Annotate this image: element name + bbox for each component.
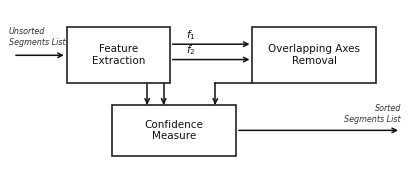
Text: Unsorted
Segments List: Unsorted Segments List — [9, 27, 65, 47]
Text: Overlapping Axes
Removal: Overlapping Axes Removal — [268, 45, 359, 66]
Text: Confidence
Measure: Confidence Measure — [144, 120, 203, 141]
Text: Sorted
Segments List: Sorted Segments List — [344, 104, 400, 123]
Text: Feature
Extraction: Feature Extraction — [91, 45, 145, 66]
Bar — [66, 27, 169, 83]
Bar — [252, 27, 375, 83]
Bar — [112, 105, 235, 156]
Text: $f_1$: $f_1$ — [185, 28, 195, 42]
Text: $f_2$: $f_2$ — [185, 43, 195, 57]
